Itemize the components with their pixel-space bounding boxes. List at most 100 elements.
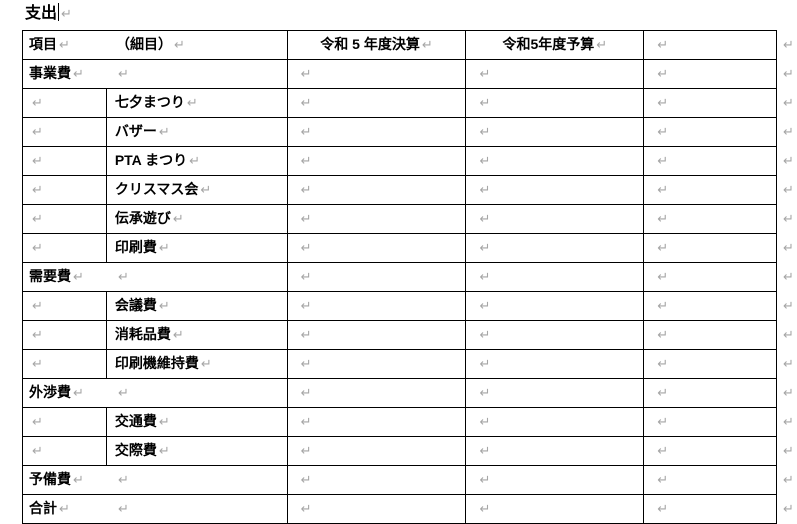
cell-mark-icon: ↵ — [32, 299, 43, 314]
budget-value-cell[interactable]: ↵ — [465, 146, 645, 176]
item-spacer-cell[interactable]: ↵ — [22, 349, 107, 379]
extra-value-cell[interactable]: ↵ — [643, 88, 777, 118]
cell-mark-icon: ↵ — [300, 299, 312, 314]
cell-mark-icon: ↵ — [158, 241, 170, 256]
header-cell-item-detail[interactable]: 項目 ↵ （細目） ↵ — [22, 30, 288, 60]
item-cell[interactable]: 伝承遊び ↵ — [105, 204, 288, 234]
settlement-value-cell[interactable]: ↵ — [286, 88, 467, 118]
settlement-value-cell[interactable]: ↵ — [286, 407, 467, 437]
cell-mark-icon: ↵ — [174, 38, 185, 53]
budget-value-cell[interactable]: ↵ — [465, 378, 645, 408]
item-cell[interactable]: バザー ↵ — [105, 117, 288, 147]
table-row: ↵ 交際費 ↵ ↵ ↵ ↵ ↵ — [22, 436, 797, 466]
item-spacer-cell[interactable]: ↵ — [22, 436, 107, 466]
settlement-value-cell[interactable]: ↵ — [286, 262, 467, 292]
item-cell[interactable]: 印刷費 ↵ — [105, 233, 288, 263]
item-spacer-cell[interactable]: ↵ — [22, 117, 107, 147]
extra-value-cell[interactable]: ↵ — [643, 465, 777, 495]
cell-mark-icon: ↵ — [32, 444, 43, 459]
cell-mark-icon: ↵ — [300, 183, 312, 198]
item-cell[interactable]: 会議費 ↵ — [105, 291, 288, 321]
budget-value-cell[interactable]: ↵ — [465, 349, 645, 379]
item-spacer-cell[interactable]: ↵ — [22, 320, 107, 350]
total-cell[interactable]: 合計 ↵ ↵ — [22, 494, 288, 524]
item-cell[interactable]: 七夕まつり ↵ — [105, 88, 288, 118]
budget-value-cell[interactable]: ↵ — [465, 204, 645, 234]
item-spacer-cell[interactable]: ↵ — [22, 407, 107, 437]
settlement-value-cell[interactable]: ↵ — [286, 465, 467, 495]
item-cell[interactable]: 消耗品費 ↵ — [105, 320, 288, 350]
budget-value-cell[interactable]: ↵ — [465, 233, 645, 263]
settlement-value-cell[interactable]: ↵ — [286, 291, 467, 321]
item-cell[interactable]: 交通費 ↵ — [105, 407, 288, 437]
category-cell[interactable]: 事業費 ↵ ↵ — [22, 59, 288, 89]
item-spacer-cell[interactable]: ↵ — [22, 146, 107, 176]
item-cell[interactable]: PTA まつり ↵ — [105, 146, 288, 176]
budget-value-cell[interactable]: ↵ — [465, 436, 645, 466]
extra-value-cell[interactable]: ↵ — [643, 378, 777, 408]
category-cell[interactable]: 需要費 ↵ ↵ — [22, 262, 288, 292]
settlement-value-cell[interactable]: ↵ — [286, 436, 467, 466]
budget-value-cell[interactable]: ↵ — [465, 262, 645, 292]
budget-value-cell[interactable]: ↵ — [465, 320, 645, 350]
row-end-mark-icon: ↵ — [782, 328, 794, 343]
header-item-label: 項目 — [29, 36, 57, 52]
budget-value-cell[interactable]: ↵ — [465, 117, 645, 147]
header-cell-settlement[interactable]: 令和 5 年度決算 ↵ — [286, 30, 467, 60]
header-cell-extra[interactable]: ↵ — [643, 30, 777, 60]
settlement-value-cell[interactable]: ↵ — [286, 59, 467, 89]
item-spacer-cell[interactable]: ↵ — [22, 291, 107, 321]
cell-mark-icon: ↵ — [59, 38, 70, 53]
document-title-line[interactable]: 支出 ↵ — [25, 2, 72, 27]
settlement-value-cell[interactable]: ↵ — [286, 175, 467, 205]
extra-value-cell[interactable]: ↵ — [643, 204, 777, 234]
expense-table: 項目 ↵ （細目） ↵ 令和 5 年度決算 ↵ 令和5年度予算 ↵ ↵ ↵ 事業費 ↵ ↵… — [22, 30, 797, 524]
extra-value-cell[interactable]: ↵ — [643, 59, 777, 89]
budget-value-cell[interactable]: ↵ — [465, 465, 645, 495]
header-cell-budget[interactable]: 令和5年度予算 ↵ — [465, 30, 645, 60]
settlement-value-cell[interactable]: ↵ — [286, 494, 467, 524]
settlement-value-cell[interactable]: ↵ — [286, 320, 467, 350]
extra-value-cell[interactable]: ↵ — [643, 262, 777, 292]
cell-mark-icon: ↵ — [300, 270, 312, 285]
budget-value-cell[interactable]: ↵ — [465, 175, 645, 205]
row-end-mark-icon: ↵ — [782, 154, 794, 169]
row-end-mark-icon: ↵ — [782, 444, 794, 459]
item-cell[interactable]: 印刷機維持費 ↵ — [105, 349, 288, 379]
cell-mark-icon: ↵ — [32, 125, 43, 140]
extra-value-cell[interactable]: ↵ — [643, 291, 777, 321]
budget-value-cell[interactable]: ↵ — [465, 494, 645, 524]
item-spacer-cell[interactable]: ↵ — [22, 175, 107, 205]
extra-value-cell[interactable]: ↵ — [643, 320, 777, 350]
category-label: 予備費 — [29, 471, 71, 487]
extra-value-cell[interactable]: ↵ — [643, 436, 777, 466]
cell-mark-icon: ↵ — [479, 473, 491, 488]
item-cell[interactable]: クリスマス会 ↵ — [105, 175, 288, 205]
settlement-value-cell[interactable]: ↵ — [286, 233, 467, 263]
budget-value-cell[interactable]: ↵ — [465, 88, 645, 118]
category-cell[interactable]: 外渉費 ↵ ↵ — [22, 378, 288, 408]
item-cell[interactable]: 交際費 ↵ — [105, 436, 288, 466]
settlement-value-cell[interactable]: ↵ — [286, 378, 467, 408]
extra-value-cell[interactable]: ↵ — [643, 117, 777, 147]
item-spacer-cell[interactable]: ↵ — [22, 233, 107, 263]
settlement-value-cell[interactable]: ↵ — [286, 146, 467, 176]
item-spacer-cell[interactable]: ↵ — [22, 204, 107, 234]
extra-value-cell[interactable]: ↵ — [643, 233, 777, 263]
extra-value-cell[interactable]: ↵ — [643, 407, 777, 437]
extra-value-cell[interactable]: ↵ — [643, 175, 777, 205]
category-cell[interactable]: 予備費 ↵ ↵ — [22, 465, 288, 495]
item-spacer-cell[interactable]: ↵ — [22, 88, 107, 118]
extra-value-cell[interactable]: ↵ — [643, 146, 777, 176]
budget-value-cell[interactable]: ↵ — [465, 59, 645, 89]
budget-value-cell[interactable]: ↵ — [465, 407, 645, 437]
table-header-row: 項目 ↵ （細目） ↵ 令和 5 年度決算 ↵ 令和5年度予算 ↵ ↵ ↵ — [22, 30, 797, 60]
settlement-value-cell[interactable]: ↵ — [286, 349, 467, 379]
cell-mark-icon: ↵ — [657, 299, 669, 314]
extra-value-cell[interactable]: ↵ — [643, 349, 777, 379]
settlement-value-cell[interactable]: ↵ — [286, 204, 467, 234]
cell-mark-icon: ↵ — [657, 502, 669, 517]
settlement-value-cell[interactable]: ↵ — [286, 117, 467, 147]
extra-value-cell[interactable]: ↵ — [643, 494, 777, 524]
budget-value-cell[interactable]: ↵ — [465, 291, 645, 321]
